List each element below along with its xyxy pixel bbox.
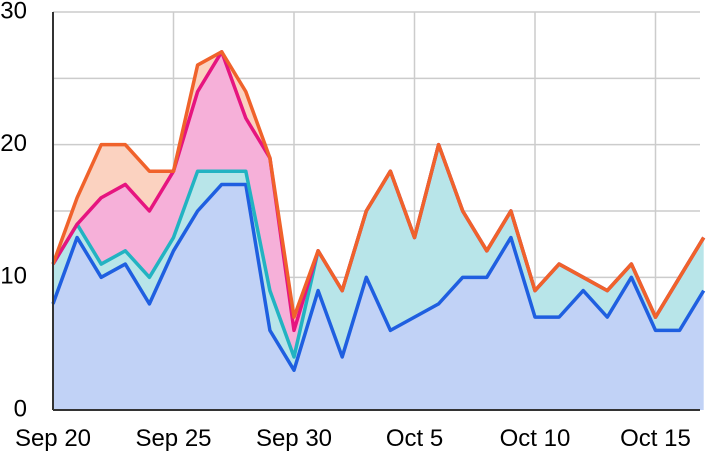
x-tick-label: Oct 5 xyxy=(386,425,443,452)
x-tick-label: Sep 30 xyxy=(256,425,332,452)
x-tick-label: Sep 25 xyxy=(135,425,211,452)
y-tick-label: 10 xyxy=(0,263,27,290)
series-line-4 xyxy=(51,50,706,319)
y-tick-label: 0 xyxy=(14,395,27,422)
y-tick-label: 20 xyxy=(0,130,27,157)
series-lines xyxy=(51,50,706,372)
area-fill-2 xyxy=(53,144,704,371)
area-fill-3 xyxy=(53,51,704,357)
x-axis-tick-labels: Sep 20 Sep 25 Sep 30 Oct 5 Oct 10 Oct 15 xyxy=(15,425,691,452)
series-line-1 xyxy=(51,182,706,372)
y-axis-tick-labels: 0 10 20 30 xyxy=(0,0,27,422)
area-fills xyxy=(53,51,704,410)
y-tick-label: 30 xyxy=(0,0,27,24)
x-tick-label: Sep 20 xyxy=(15,425,91,452)
x-tick-label: Oct 15 xyxy=(620,425,691,452)
area-fill-1 xyxy=(53,184,704,410)
x-tick-label: Oct 10 xyxy=(500,425,571,452)
axes xyxy=(52,12,700,411)
